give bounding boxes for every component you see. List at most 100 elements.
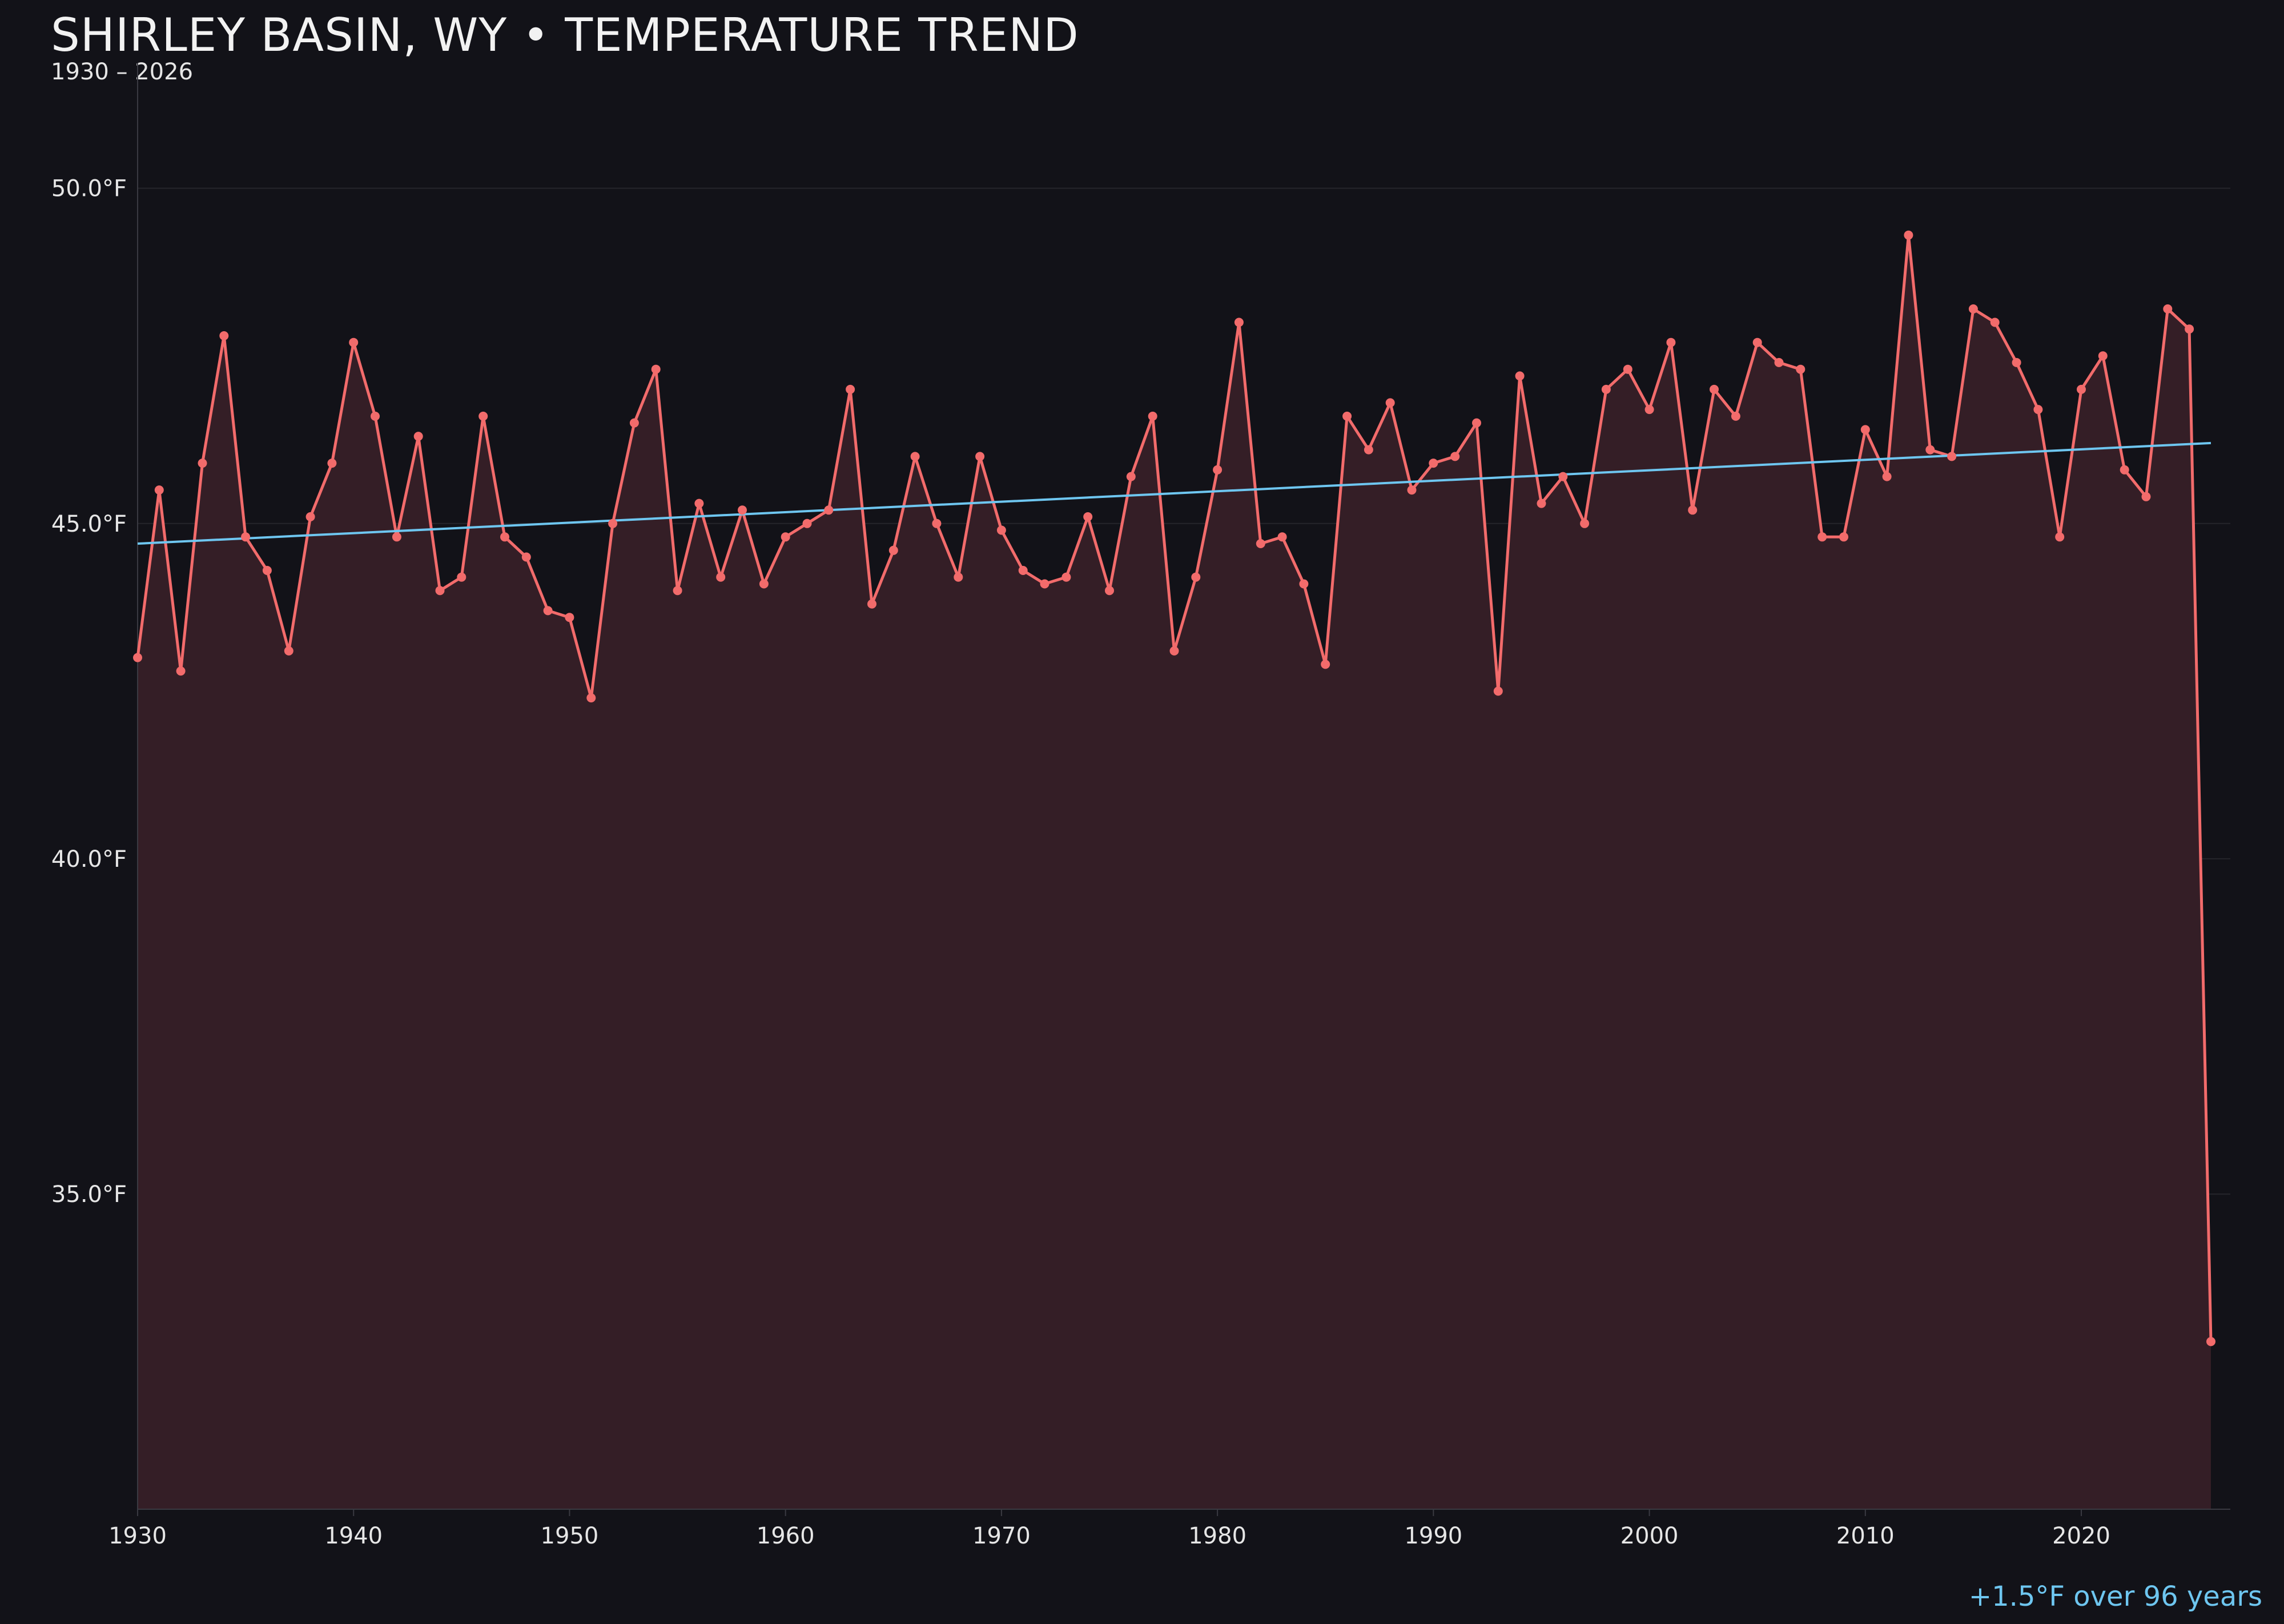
data-point	[1018, 566, 1028, 575]
data-point	[1364, 445, 1373, 455]
data-point	[1126, 472, 1136, 481]
data-point	[2055, 532, 2065, 542]
data-point	[1234, 317, 1244, 327]
chart-subtitle: 1930 – 2026	[51, 59, 194, 85]
data-point	[176, 666, 186, 676]
data-point	[1515, 371, 1525, 381]
data-point	[1083, 512, 1093, 521]
data-point	[846, 384, 855, 394]
y-axis-ticks: 35.0°F 40.0°F 45.0°F 50.0°F	[51, 176, 127, 1208]
x-tick-label: 1950	[541, 1523, 599, 1549]
data-point	[1493, 686, 1503, 696]
y-tick-label: 50.0°F	[51, 176, 127, 202]
data-point	[1450, 452, 1460, 461]
data-point	[327, 459, 337, 468]
data-point	[2185, 324, 2194, 334]
data-point	[781, 532, 790, 542]
data-point	[1666, 337, 1676, 347]
data-point	[586, 693, 596, 703]
data-point	[2120, 465, 2129, 475]
data-point	[371, 411, 380, 421]
data-point	[478, 411, 488, 421]
data-point	[1385, 398, 1395, 408]
data-point	[2141, 492, 2151, 501]
data-point	[284, 646, 293, 656]
data-point	[565, 613, 574, 622]
data-point	[543, 606, 553, 616]
data-point	[1169, 646, 1179, 656]
data-point	[738, 505, 747, 515]
data-point	[824, 505, 834, 515]
data-point	[241, 532, 251, 542]
data-point	[219, 331, 229, 340]
data-point	[435, 586, 445, 596]
data-point	[1191, 572, 1201, 582]
data-point	[2163, 304, 2173, 313]
data-point	[867, 599, 876, 609]
data-point	[1968, 304, 1978, 313]
data-point	[1860, 425, 1870, 435]
data-point	[1644, 405, 1654, 415]
data-point	[198, 459, 207, 468]
data-point	[975, 452, 985, 461]
data-point	[996, 525, 1006, 535]
data-point	[1774, 357, 1784, 367]
x-tick-label: 2000	[1620, 1523, 1679, 1549]
data-point	[651, 364, 661, 374]
data-point	[392, 532, 401, 542]
data-point	[1882, 472, 1892, 481]
data-point	[1040, 579, 1049, 589]
trend-annotation: +1.5°F over 96 years	[1969, 1581, 2262, 1613]
data-point	[2012, 357, 2021, 367]
temperature-area	[138, 235, 2211, 1509]
x-tick-label: 2010	[1836, 1523, 1895, 1549]
data-point	[1580, 518, 1590, 528]
data-point	[1472, 418, 1481, 428]
data-point	[1148, 411, 1157, 421]
data-point	[1904, 230, 1913, 240]
data-point	[349, 337, 359, 347]
data-point	[1061, 572, 1071, 582]
x-tick-label: 2020	[2052, 1523, 2110, 1549]
data-point	[759, 579, 769, 589]
data-point	[1105, 586, 1114, 596]
data-points	[133, 230, 2215, 1346]
y-tick-label: 35.0°F	[51, 1181, 127, 1208]
data-point	[457, 572, 467, 582]
data-point	[1710, 384, 1719, 394]
data-point	[154, 485, 164, 495]
data-point	[1342, 411, 1352, 421]
data-point	[1256, 539, 1265, 548]
data-point	[629, 418, 639, 428]
data-point	[2098, 351, 2108, 361]
data-point	[932, 518, 942, 528]
data-point	[910, 452, 920, 461]
data-point	[694, 499, 704, 508]
x-axis-ticks: 1930 1940 1950 1960 1970 1980 1990 2000 2010 2020	[108, 1509, 2110, 1549]
data-point	[2077, 384, 2086, 394]
data-point	[1277, 532, 1287, 542]
data-point	[1817, 532, 1827, 542]
chart-title: SHIRLEY BASIN, WY • TEMPERATURE TREND	[51, 9, 1079, 62]
data-point	[521, 552, 531, 562]
data-point	[1601, 384, 1611, 394]
x-tick-label: 1930	[108, 1523, 167, 1549]
data-point	[305, 512, 315, 521]
data-point	[1688, 505, 1698, 515]
data-point	[1839, 532, 1848, 542]
y-tick-label: 45.0°F	[51, 511, 127, 537]
x-tick-label: 1980	[1188, 1523, 1246, 1549]
data-point	[1990, 317, 2000, 327]
x-tick-label: 1970	[972, 1523, 1031, 1549]
data-point	[716, 572, 726, 582]
data-point	[1558, 472, 1568, 481]
data-point	[500, 532, 509, 542]
data-point	[888, 545, 898, 555]
data-point	[1925, 445, 1935, 455]
data-point	[1213, 465, 1223, 475]
data-point	[1623, 364, 1632, 374]
data-point	[1947, 452, 1957, 461]
data-point	[1731, 411, 1740, 421]
data-point	[1299, 579, 1309, 589]
